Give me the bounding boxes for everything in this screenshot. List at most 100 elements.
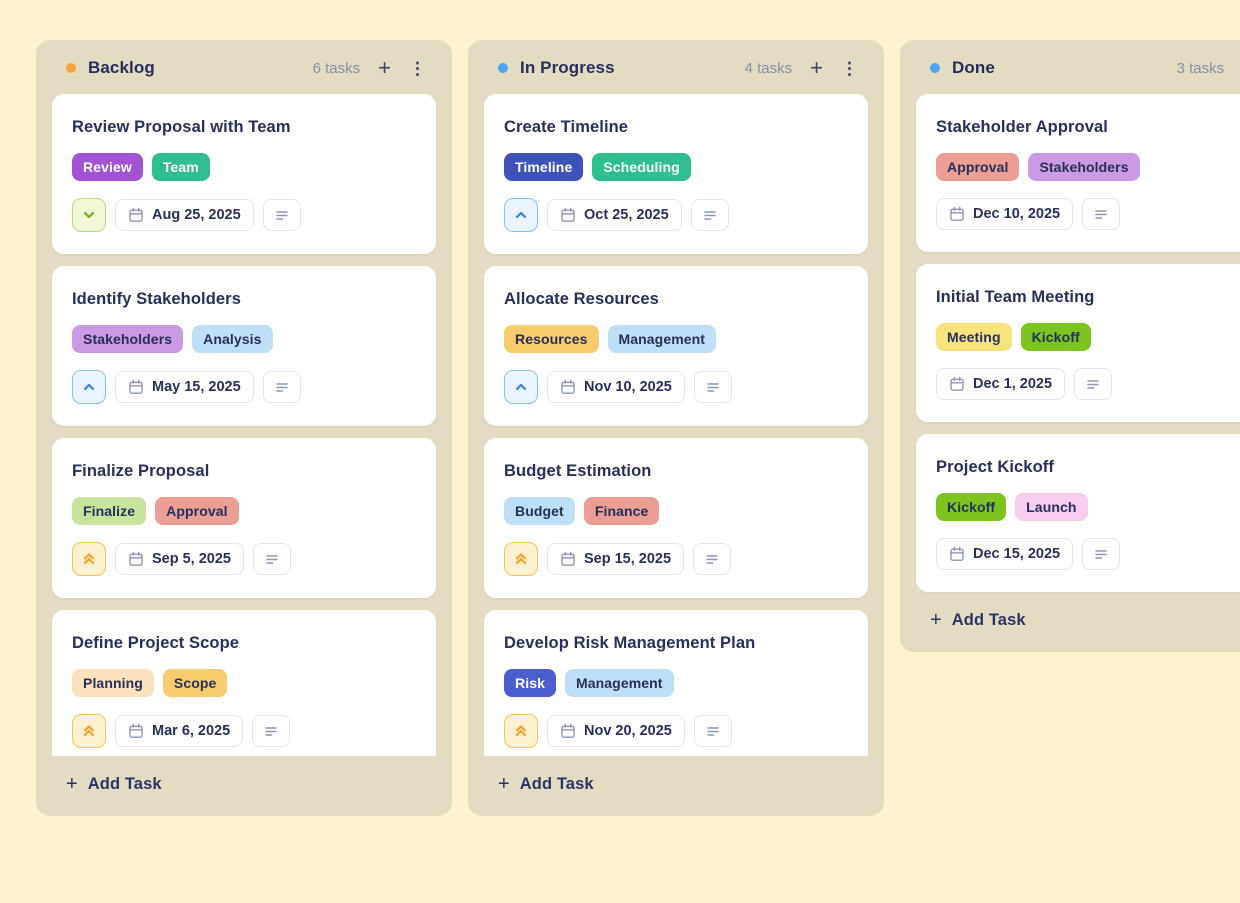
tag-stakeholders: Stakeholders <box>72 325 184 353</box>
column-menu-kebab-icon[interactable]: ⋮ <box>409 58 426 78</box>
priority-high-double-chevron-up-icon[interactable] <box>504 542 538 576</box>
column-title: In Progress <box>520 58 615 77</box>
task-card[interactable]: Initial Team Meeting Meeting Kickoff Dec … <box>916 264 1240 422</box>
notes-lines-icon <box>1095 550 1107 559</box>
plus-icon: + <box>930 609 942 631</box>
column-title: Backlog <box>88 58 155 77</box>
notes-icon-button[interactable] <box>1082 198 1121 230</box>
task-card[interactable]: Project Kickoff Kickoff Launch Dec 15, 20… <box>916 434 1240 592</box>
task-card[interactable]: Create Timeline Timeline Scheduling Oct 2… <box>484 94 868 254</box>
due-date-text: Sep 5, 2025 <box>152 551 231 567</box>
tag-list: Approval Stakeholders <box>936 153 1240 181</box>
due-date-chip[interactable]: Dec 15, 2025 <box>936 538 1074 570</box>
column-header: Backlog 6 tasks + ⋮ <box>52 54 436 82</box>
notes-icon-button[interactable] <box>1074 368 1113 400</box>
due-date-chip[interactable]: Sep 5, 2025 <box>115 543 244 575</box>
priority-high-double-chevron-up-icon[interactable] <box>504 714 538 748</box>
calendar-icon <box>129 207 143 222</box>
due-date-chip[interactable]: Nov 20, 2025 <box>547 715 685 747</box>
calendar-icon <box>561 207 575 222</box>
tag-approval: Approval <box>155 497 239 525</box>
task-card[interactable]: Allocate Resources Resources Management N… <box>484 266 868 426</box>
priority-low-chevron-down-icon[interactable] <box>72 198 106 232</box>
add-task-plus-icon[interactable]: + <box>810 55 823 80</box>
notes-icon-button[interactable] <box>1082 538 1121 570</box>
card-meta-row: Mar 6, 2025 <box>72 714 416 748</box>
task-card[interactable]: Develop Risk Management Plan Risk Managem… <box>484 610 868 756</box>
notes-lines-icon <box>266 555 278 564</box>
task-title: Finalize Proposal <box>72 462 210 480</box>
card-meta-row: Aug 25, 2025 <box>72 198 416 232</box>
notes-lines-icon <box>707 383 719 392</box>
tag-analysis: Analysis <box>192 325 273 353</box>
notes-icon-button[interactable] <box>252 715 291 747</box>
calendar-icon <box>561 551 575 566</box>
tag-kickoff: Kickoff <box>936 493 1007 521</box>
tag-meeting: Meeting <box>936 323 1012 351</box>
task-card[interactable]: Stakeholder Approval Approval Stakeholder… <box>916 94 1240 252</box>
notes-icon-button[interactable] <box>262 199 301 231</box>
due-date-chip[interactable]: Oct 25, 2025 <box>547 199 682 231</box>
column-backlog: Backlog 6 tasks + ⋮ Review Proposal with… <box>36 40 452 816</box>
task-card[interactable]: Identify Stakeholders Stakeholders Analys… <box>52 266 436 426</box>
notes-icon-button[interactable] <box>262 371 301 403</box>
tag-review: Review <box>72 153 143 181</box>
tag-list: Review Team <box>72 153 416 181</box>
notes-icon-button[interactable] <box>253 543 291 575</box>
plus-icon: + <box>498 773 510 795</box>
task-card[interactable]: Budget Estimation Budget Finance Sep 15, … <box>484 438 868 598</box>
tag-list: Meeting Kickoff <box>936 323 1240 351</box>
notes-lines-icon <box>706 555 718 564</box>
card-meta-row: Sep 15, 2025 <box>504 542 848 576</box>
task-count-label: 3 tasks <box>1176 59 1225 77</box>
priority-high-double-chevron-up-icon[interactable] <box>72 714 106 748</box>
add-task-plus-icon[interactable]: + <box>378 55 391 80</box>
due-date-text: Dec 10, 2025 <box>973 206 1061 222</box>
due-date-chip[interactable]: Nov 10, 2025 <box>547 371 685 403</box>
due-date-chip[interactable]: May 15, 2025 <box>115 371 254 403</box>
card-list: Create Timeline Timeline Scheduling Oct 2… <box>484 94 868 756</box>
task-card[interactable]: Finalize Proposal Finalize Approval Sep 5… <box>52 438 436 598</box>
priority-medium-chevron-up-icon[interactable] <box>72 370 106 404</box>
tag-list: Timeline Scheduling <box>504 153 848 181</box>
notes-lines-icon <box>275 211 288 220</box>
tag-resources: Resources <box>504 325 599 353</box>
tag-risk: Risk <box>504 669 556 697</box>
add-task-button[interactable]: + Add Task <box>52 764 166 800</box>
priority-medium-chevron-up-icon[interactable] <box>504 370 538 404</box>
tag-management: Management <box>607 325 717 353</box>
task-card[interactable]: Review Proposal with Team Review Team Aug… <box>52 94 436 254</box>
column-header: In Progress 4 tasks + ⋮ <box>484 54 868 82</box>
add-task-button[interactable]: + Add Task <box>484 764 598 800</box>
column-menu-kebab-icon[interactable]: ⋮ <box>841 58 858 78</box>
priority-medium-chevron-up-icon[interactable] <box>504 198 538 232</box>
tag-scope: Scope <box>162 669 228 697</box>
column-status-dot-icon <box>66 63 76 73</box>
tag-list: Budget Finance <box>504 497 848 525</box>
task-card[interactable]: Define Project Scope Planning Scope Mar 6… <box>52 610 436 756</box>
notes-icon-button[interactable] <box>693 715 732 747</box>
due-date-chip[interactable]: Aug 25, 2025 <box>115 199 254 231</box>
task-count-label: 4 tasks <box>744 59 793 77</box>
due-date-chip[interactable]: Sep 15, 2025 <box>547 543 685 575</box>
notes-lines-icon <box>1095 210 1107 219</box>
due-date-chip[interactable]: Dec 10, 2025 <box>936 198 1074 230</box>
card-meta-row: Dec 15, 2025 <box>936 538 1240 570</box>
calendar-icon <box>561 379 575 394</box>
task-title: Identify Stakeholders <box>72 290 241 308</box>
calendar-icon <box>950 546 964 561</box>
column-status-dot-icon <box>498 63 508 73</box>
notes-icon-button[interactable] <box>693 371 732 403</box>
add-task-button[interactable]: + Add Task <box>916 600 1030 636</box>
notes-icon-button[interactable] <box>690 199 729 231</box>
tag-scheduling: Scheduling <box>592 153 691 181</box>
due-date-text: Oct 25, 2025 <box>584 207 669 223</box>
calendar-icon <box>129 551 143 566</box>
notes-icon-button[interactable] <box>693 543 732 575</box>
due-date-chip[interactable]: Mar 6, 2025 <box>115 715 244 747</box>
tag-timeline: Timeline <box>504 153 584 181</box>
due-date-chip[interactable]: Dec 1, 2025 <box>936 368 1066 400</box>
card-meta-row: Nov 20, 2025 <box>504 714 848 748</box>
tag-list: Risk Management <box>504 669 848 697</box>
priority-high-double-chevron-up-icon[interactable] <box>72 542 106 576</box>
